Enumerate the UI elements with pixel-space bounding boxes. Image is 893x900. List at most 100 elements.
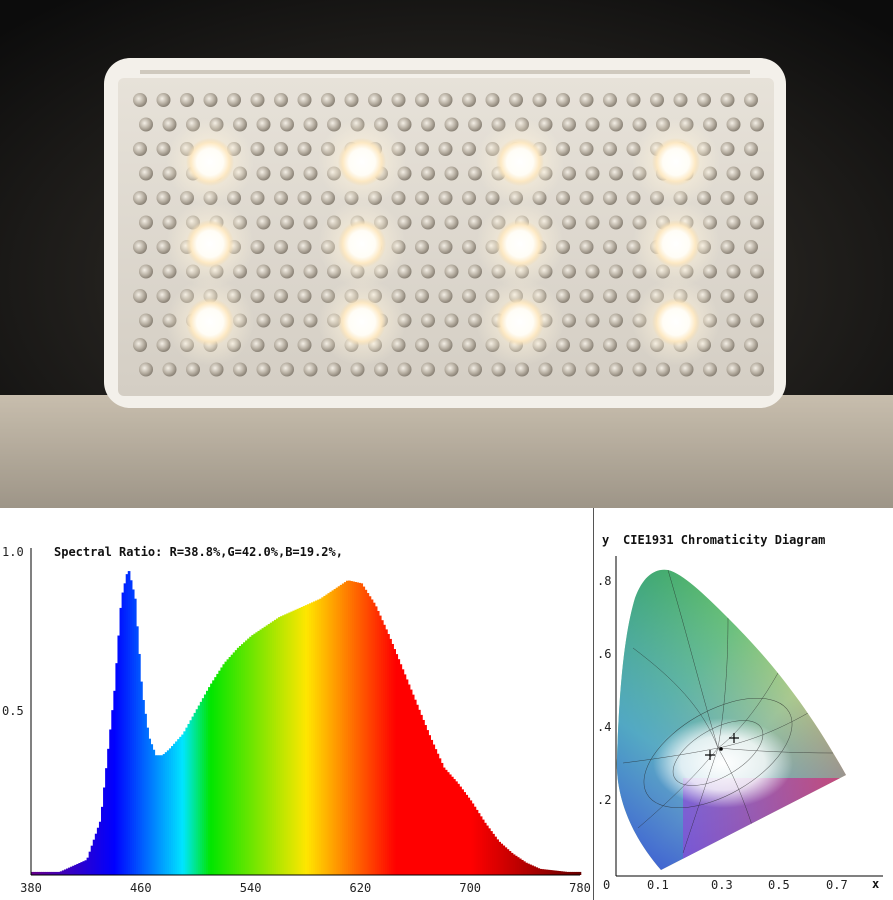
- x-tick-label: 700: [459, 881, 481, 895]
- spectrum-bar: [224, 661, 228, 875]
- led-dot: [556, 93, 570, 107]
- spectrum-bar: [31, 871, 34, 875]
- x-tick-label: 780: [569, 881, 591, 895]
- led-dot: [156, 289, 171, 303]
- spectrum-bar: [47, 871, 51, 875]
- spectrum-bar: [313, 601, 316, 875]
- spectrum-bar: [210, 683, 213, 875]
- spectrum-bar: [259, 629, 263, 875]
- led-dot: [133, 338, 147, 352]
- led-dot: [444, 313, 459, 328]
- spectrum-bar: [80, 862, 84, 875]
- spectrum-bar: [383, 624, 386, 875]
- spectrum-bar: [500, 843, 504, 875]
- spectrum-bar: [70, 866, 73, 875]
- spectrum-bar: [323, 595, 327, 875]
- spectrum-bar: [572, 871, 576, 875]
- led-dot: [415, 93, 429, 107]
- spectrum-area: [31, 571, 582, 875]
- spectrum-bar: [407, 684, 411, 875]
- spectrum-bar: [415, 704, 419, 875]
- cob-led: [652, 298, 700, 346]
- led-dot: [280, 264, 294, 279]
- spectrum-bar: [453, 779, 456, 875]
- spectrum-bar: [341, 583, 345, 875]
- spectrum-bar: [395, 654, 399, 875]
- led-dot: [603, 240, 617, 254]
- spectrum-bar: [162, 754, 166, 875]
- cob-lights: [166, 118, 720, 366]
- led-dot: [444, 215, 459, 230]
- spectrum-bar: [523, 861, 526, 875]
- spectrum-bar: [518, 858, 522, 875]
- spectrum-bar: [150, 744, 154, 875]
- led-dot: [303, 313, 318, 328]
- spectrum-bar: [442, 767, 446, 875]
- led-dot: [726, 313, 741, 328]
- led-dot: [462, 338, 476, 352]
- led-dot: [744, 191, 758, 205]
- led-dot: [750, 215, 764, 230]
- spectrum-bar: [253, 633, 257, 875]
- spectrum-bar: [269, 622, 273, 875]
- led-dot: [579, 289, 594, 303]
- x-tick-label: 460: [130, 881, 152, 895]
- spectrum-bar: [160, 755, 164, 875]
- spectrum-bar: [545, 869, 549, 875]
- led-dot: [327, 362, 341, 377]
- led-dot: [562, 264, 576, 279]
- led-dot: [468, 117, 482, 132]
- spectrum-bar: [261, 628, 265, 875]
- spectrum-bar: [317, 599, 320, 875]
- spectrum-bar: [109, 729, 112, 875]
- spectrum-bar: [33, 871, 36, 875]
- spectrum-bar: [319, 598, 322, 875]
- led-dot: [603, 289, 617, 303]
- spectrum-bar: [520, 859, 524, 875]
- led-dot: [750, 117, 764, 132]
- led-dot: [603, 191, 617, 205]
- cob-led: [496, 220, 544, 268]
- led-dot: [744, 338, 758, 352]
- led-dot: [274, 338, 288, 352]
- spectrum-bar: [43, 871, 47, 875]
- led-dot: [626, 289, 641, 303]
- led-dot: [256, 117, 271, 132]
- cob-led: [186, 298, 234, 346]
- cie-x-tick: 0.1: [647, 878, 669, 892]
- led-dot: [274, 191, 288, 205]
- spectrum-bar: [168, 748, 172, 875]
- spectrum-bar: [49, 871, 53, 875]
- spectrum-bar: [348, 580, 351, 875]
- spectrum-bar: [403, 674, 407, 875]
- led-dot: [415, 240, 429, 254]
- cie-tick-labels: .8 .6 .4 .2 0 0.1 0.3 0.5 0.7: [597, 574, 848, 892]
- led-dot: [485, 93, 500, 107]
- spectrum-bar: [331, 590, 335, 875]
- spectrum-bar: [247, 638, 250, 875]
- spectrum-bar: [127, 571, 131, 875]
- spectrum-bar: [327, 593, 331, 875]
- led-dot: [162, 362, 177, 377]
- cob-led: [496, 138, 544, 186]
- spectrum-bar: [467, 797, 471, 875]
- spectrum-bar: [96, 827, 100, 875]
- spectrum-bar: [393, 649, 396, 875]
- led-dot: [744, 289, 758, 303]
- spectrum-bar: [59, 871, 63, 875]
- spectrum-bar: [181, 734, 184, 875]
- spectrum-bar: [512, 854, 516, 875]
- spectrum-bar: [391, 643, 394, 875]
- spectrum-bar: [156, 755, 160, 875]
- spectrum-bar: [129, 580, 133, 875]
- spectrum-bar: [234, 650, 238, 875]
- spectrum-bar: [189, 720, 193, 875]
- spectrum-bar: [208, 687, 211, 875]
- spectrum-bar: [257, 630, 261, 875]
- spectrum-bar: [541, 869, 545, 875]
- led-dot: [697, 93, 711, 107]
- spectrum-bar: [525, 862, 528, 875]
- led-dot: [209, 362, 224, 377]
- spectrum-bar: [107, 748, 110, 875]
- spectrum-bar: [471, 803, 475, 875]
